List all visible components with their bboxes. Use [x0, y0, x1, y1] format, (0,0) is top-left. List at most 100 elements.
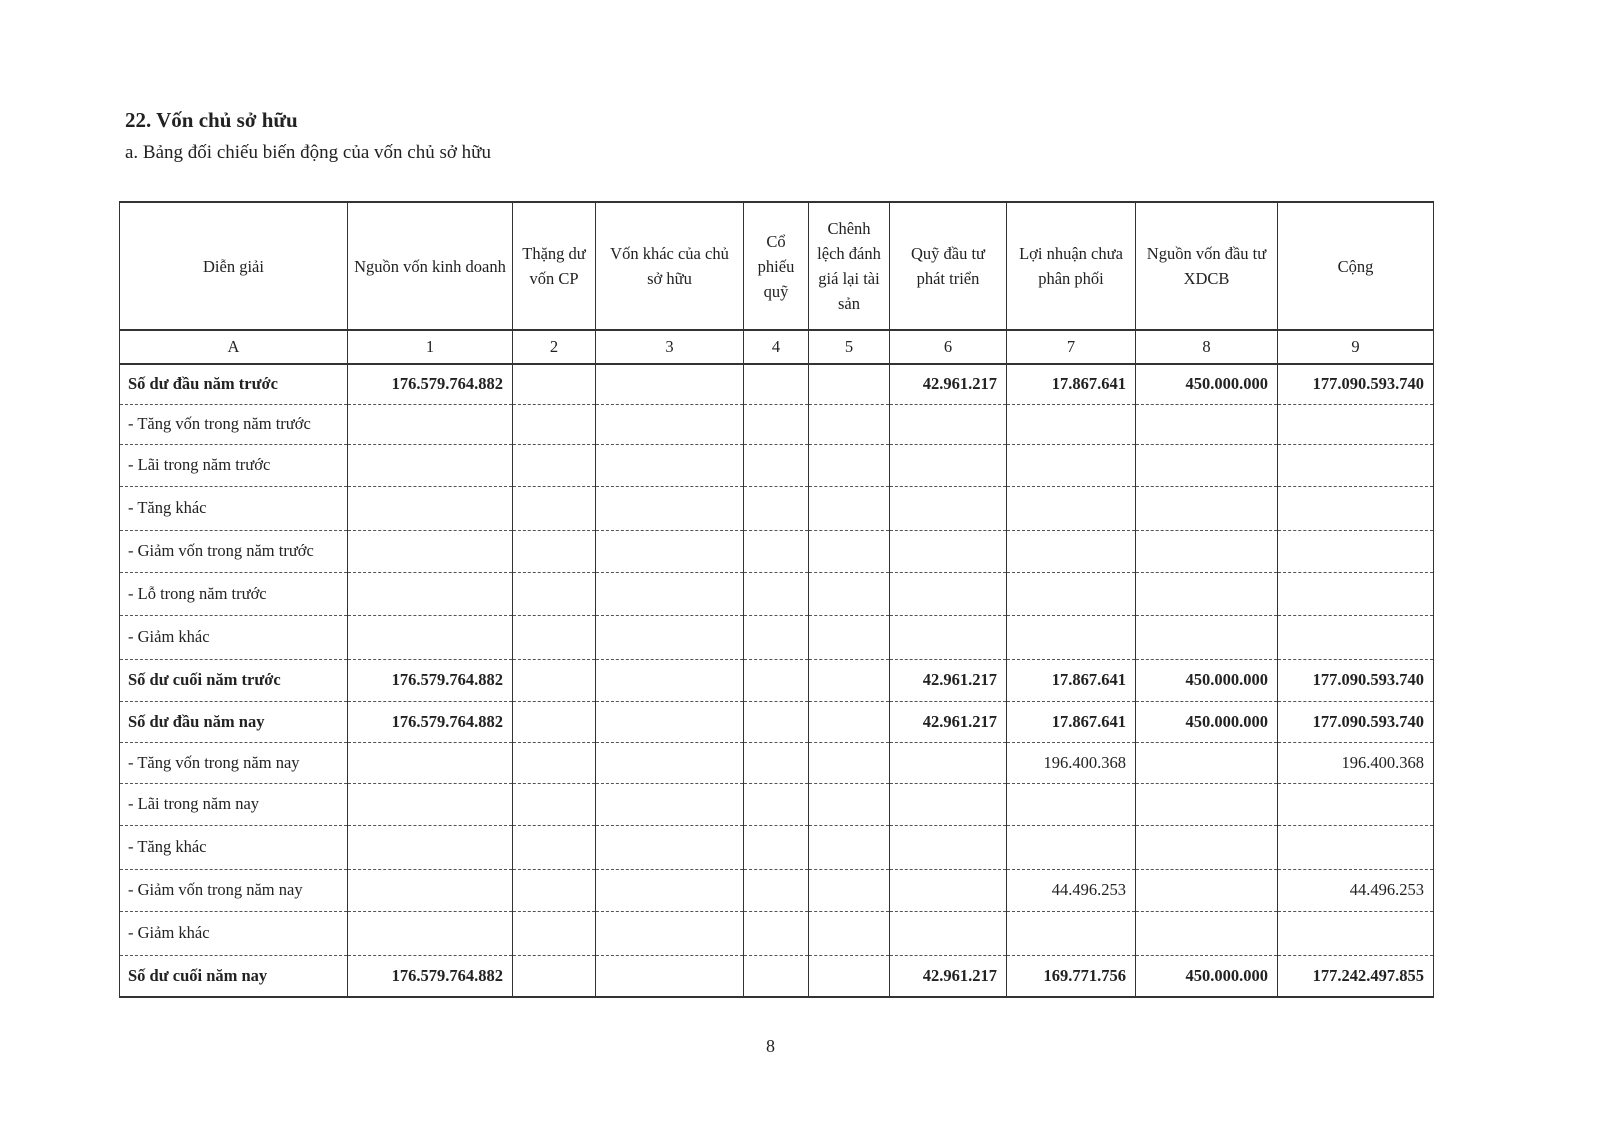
subsection-title: a. Bảng đối chiếu biến động của vốn chủ … [125, 142, 491, 163]
table-body: Số dư đầu năm trước 176.579.764.882 42.961… [119, 364, 1434, 998]
value-cell [1135, 615, 1278, 660]
header-row: Diễn giải Nguồn vốn kinh doanh Thặng dư … [119, 201, 1434, 331]
value-cell [595, 530, 744, 573]
value-cell [595, 783, 744, 826]
value-cell [347, 444, 513, 487]
value-cell [512, 659, 596, 702]
row-label: - Tăng vốn trong năm nay [119, 742, 348, 784]
value-cell [595, 486, 744, 531]
column-index-row: A 1 2 3 4 5 6 7 8 9 [119, 330, 1434, 365]
table-row: - Tăng khác [119, 486, 1434, 531]
value-cell [808, 742, 890, 784]
value-cell [595, 572, 744, 616]
index-cell: 6 [889, 330, 1007, 365]
value-cell [889, 615, 1007, 660]
value-cell [743, 572, 809, 616]
header-cell: Nguồn vốn đầu tư XDCB [1135, 201, 1278, 331]
value-cell: 44.496.253 [1006, 869, 1136, 912]
header-cell: Quỹ đầu tư phát triển [889, 201, 1007, 331]
row-label: - Giảm vốn trong năm nay [119, 869, 348, 912]
value-cell [808, 404, 890, 445]
value-cell [1135, 530, 1278, 573]
value-cell [808, 615, 890, 660]
value-cell [743, 955, 809, 998]
value-cell: 450.000.000 [1135, 659, 1278, 702]
value-cell [512, 825, 596, 870]
value-cell [1006, 825, 1136, 870]
value-cell: 176.579.764.882 [347, 955, 513, 998]
value-cell [889, 869, 1007, 912]
value-cell [347, 572, 513, 616]
value-cell [347, 825, 513, 870]
value-cell [1277, 615, 1434, 660]
value-cell [1277, 530, 1434, 573]
index-cell: 9 [1277, 330, 1434, 365]
value-cell [808, 911, 890, 956]
value-cell [1006, 444, 1136, 487]
equity-reconciliation-table: Diễn giải Nguồn vốn kinh doanh Thặng dư … [119, 201, 1434, 998]
value-cell [512, 955, 596, 998]
index-cell: 4 [743, 330, 809, 365]
value-cell [512, 869, 596, 912]
value-cell [512, 701, 596, 743]
value-cell: 177.090.593.740 [1277, 701, 1434, 743]
value-cell [512, 530, 596, 573]
value-cell [808, 444, 890, 487]
value-cell: 17.867.641 [1006, 364, 1136, 405]
index-cell: 2 [512, 330, 596, 365]
value-cell [595, 444, 744, 487]
value-cell [743, 444, 809, 487]
row-label: - Lãi trong năm trước [119, 444, 348, 487]
value-cell: 42.961.217 [889, 701, 1007, 743]
page-number: 8 [766, 1036, 775, 1056]
index-cell: 1 [347, 330, 513, 365]
index-cell: A [119, 330, 348, 365]
value-cell [743, 530, 809, 573]
value-cell [1277, 911, 1434, 956]
value-cell: 169.771.756 [1006, 955, 1136, 998]
value-cell [512, 911, 596, 956]
table-row: - Giảm khác [119, 615, 1434, 660]
table-row: - Lãi trong năm nay [119, 783, 1434, 826]
value-cell [808, 955, 890, 998]
value-cell [1277, 572, 1434, 616]
value-cell [347, 486, 513, 531]
value-cell [512, 742, 596, 784]
value-cell [1135, 783, 1278, 826]
value-cell [743, 659, 809, 702]
value-cell [512, 364, 596, 405]
value-cell [808, 825, 890, 870]
section-title: 22. Vốn chủ sở hữu [125, 108, 298, 132]
value-cell [347, 783, 513, 826]
index-cell: 7 [1006, 330, 1136, 365]
table-row: - Tăng vốn trong năm nay 196.400.368 196.4… [119, 742, 1434, 784]
value-cell: 176.579.764.882 [347, 364, 513, 405]
value-cell [595, 911, 744, 956]
row-label: Số dư đầu năm nay [119, 701, 348, 743]
value-cell [1006, 404, 1136, 445]
table-row: - Tăng khác [119, 825, 1434, 870]
table-row: Số dư cuối năm nay 176.579.764.882 42.961.… [119, 955, 1434, 998]
value-cell [1006, 783, 1136, 826]
value-cell [889, 742, 1007, 784]
value-cell [1277, 486, 1434, 531]
value-cell: 177.242.497.855 [1277, 955, 1434, 998]
value-cell [743, 364, 809, 405]
value-cell: 17.867.641 [1006, 659, 1136, 702]
value-cell [808, 530, 890, 573]
value-cell [808, 364, 890, 405]
value-cell [347, 615, 513, 660]
value-cell: 450.000.000 [1135, 701, 1278, 743]
table-row: Số dư đầu năm trước 176.579.764.882 42.961… [119, 364, 1434, 405]
value-cell [743, 825, 809, 870]
header-cell: Nguồn vốn kinh doanh [347, 201, 513, 331]
value-cell: 17.867.641 [1006, 701, 1136, 743]
row-label: - Giảm vốn trong năm trước [119, 530, 348, 573]
value-cell [1277, 444, 1434, 487]
value-cell [1135, 911, 1278, 956]
value-cell: 450.000.000 [1135, 364, 1278, 405]
row-label: - Tăng khác [119, 825, 348, 870]
value-cell [808, 486, 890, 531]
table-row: - Lãi trong năm trước [119, 444, 1434, 487]
value-cell [512, 444, 596, 487]
